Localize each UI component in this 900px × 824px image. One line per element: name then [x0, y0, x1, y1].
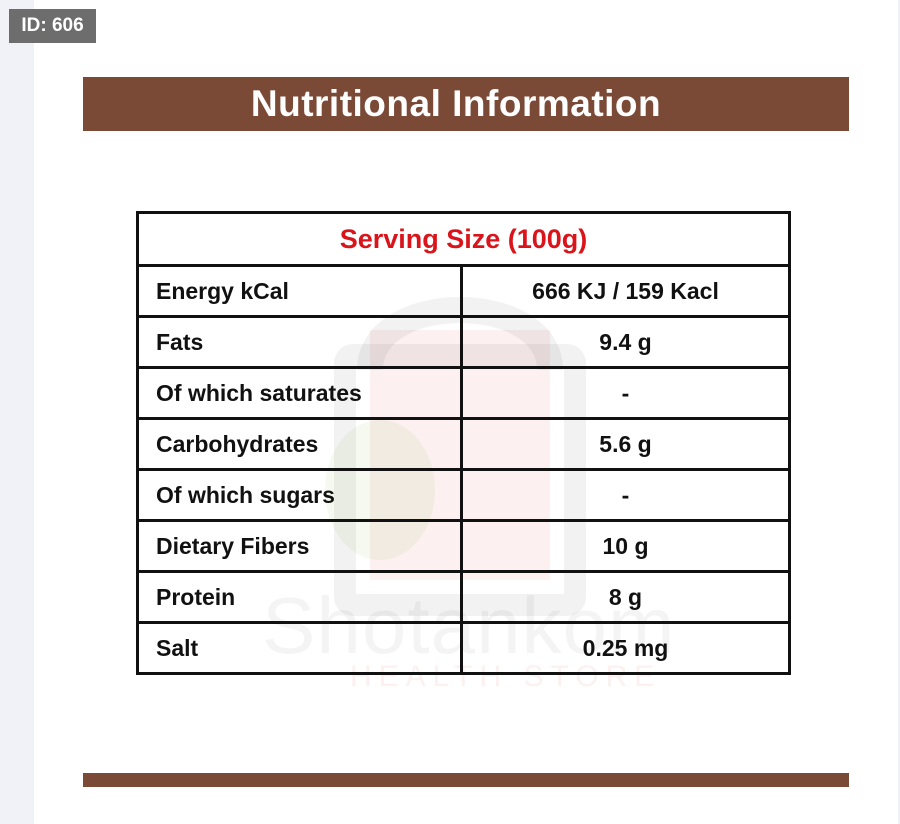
row-value: -	[460, 468, 791, 522]
row-value: 10 g	[460, 519, 791, 573]
row-label: Salt	[136, 621, 463, 675]
row-value: 9.4 g	[460, 315, 791, 369]
table-row: Of which saturates -	[136, 366, 791, 420]
row-value: 5.6 g	[460, 417, 791, 471]
row-label: Of which saturates	[136, 366, 463, 420]
table-row: Carbohydrates 5.6 g	[136, 417, 791, 471]
page-title: Nutritional Information	[250, 83, 662, 124]
nutrition-table: Serving Size (100g) Energy kCal 666 KJ /…	[136, 211, 791, 675]
row-value: 8 g	[460, 570, 791, 624]
row-label: Energy kCal	[136, 264, 463, 318]
row-label: Dietary Fibers	[136, 519, 463, 573]
row-label: Fats	[136, 315, 463, 369]
table-row: Energy kCal 666 KJ / 159 Kacl	[136, 264, 791, 318]
row-label: Protein	[136, 570, 463, 624]
row-label: Of which sugars	[136, 468, 463, 522]
row-value: 666 KJ / 159 Kacl	[460, 264, 791, 318]
serving-row: Serving Size (100g)	[136, 211, 791, 267]
row-value: 0.25 mg	[460, 621, 791, 675]
row-value: -	[460, 366, 791, 420]
header-band: Nutritional Information	[83, 77, 849, 131]
row-label: Carbohydrates	[136, 417, 463, 471]
id-badge: ID: 606	[9, 9, 96, 43]
table-row: Salt 0.25 mg	[136, 621, 791, 675]
table-row: Fats 9.4 g	[136, 315, 791, 369]
table-row: Protein 8 g	[136, 570, 791, 624]
table-row: Of which sugars -	[136, 468, 791, 522]
table-row: Dietary Fibers 10 g	[136, 519, 791, 573]
serving-size: Serving Size (100g)	[136, 211, 791, 267]
footer-band	[83, 773, 849, 787]
